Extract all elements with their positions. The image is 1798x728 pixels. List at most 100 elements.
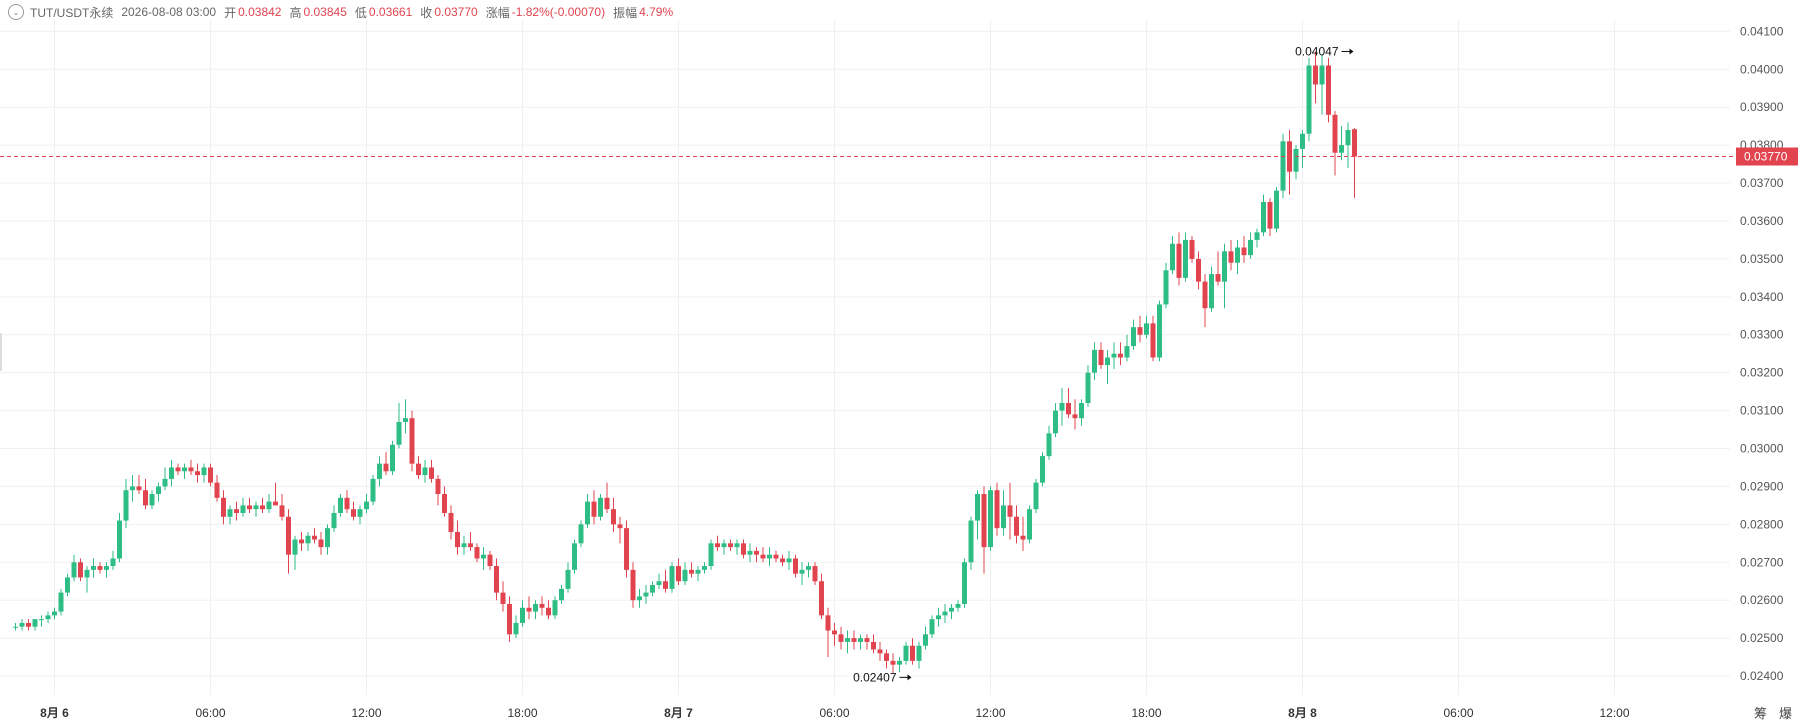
candle-body (331, 512, 337, 529)
candle-body (1209, 274, 1214, 309)
candle-body (1196, 258, 1201, 282)
candle (1124, 334, 1130, 362)
candle (416, 456, 421, 479)
candle (611, 497, 616, 532)
candle-body (247, 505, 252, 510)
candle-body (370, 478, 376, 502)
candle (156, 482, 161, 502)
candle (1215, 251, 1221, 286)
candle (949, 603, 954, 620)
candle-body (780, 558, 785, 563)
candle-body (234, 509, 239, 513)
candle-body (1189, 239, 1195, 259)
y-tick-label: 0.03700 (1740, 176, 1784, 190)
candle-body (1020, 535, 1026, 540)
y-tick-label: 0.03300 (1740, 328, 1784, 342)
y-tick-label: 0.03200 (1740, 366, 1784, 380)
candle (520, 600, 525, 627)
candle (1300, 129, 1305, 168)
candle (546, 600, 551, 620)
candle (403, 399, 408, 434)
candle-body (663, 581, 668, 589)
y-tick-label: 0.02500 (1740, 631, 1784, 645)
candle (221, 490, 226, 525)
candle-body (799, 569, 805, 574)
candle (1280, 133, 1286, 199)
candle-body (507, 603, 512, 635)
candle-body (182, 467, 187, 472)
candle-body (1293, 148, 1299, 172)
candle-body (149, 494, 155, 506)
candle-body (819, 581, 824, 616)
candle (760, 547, 766, 563)
candle (754, 547, 759, 563)
candle-body (435, 478, 441, 495)
candle-body (1163, 270, 1169, 305)
candle (1118, 342, 1123, 366)
candle-body (1131, 327, 1136, 347)
candle (474, 543, 480, 563)
candle (942, 603, 948, 623)
candle (58, 588, 64, 616)
x-axis[interactable]: 8月 6 06:00 12:00 18:00 8月 7 06:00 12:00 18:00 8月… (40, 706, 1630, 720)
x-tick-label: 8月 6 (40, 706, 69, 720)
candle-body (1118, 353, 1123, 358)
candle (897, 657, 902, 673)
candle (721, 539, 727, 555)
candle-body (585, 501, 590, 525)
resize-handle[interactable] (0, 333, 2, 371)
candle-body (123, 490, 129, 521)
close-label: 收 (420, 5, 433, 20)
candle-body (591, 501, 597, 517)
candle-body (747, 550, 753, 555)
candle (279, 494, 285, 521)
candle-body (1046, 433, 1052, 457)
candle (728, 539, 733, 551)
chip-distribution-button[interactable]: 筹 (1753, 706, 1767, 721)
y-axis[interactable]: 0.02400 0.02500 0.02600 0.02700 0.02800 0.029… (1736, 24, 1798, 683)
candle (1254, 228, 1260, 248)
candle (864, 634, 870, 650)
candle-body (539, 603, 545, 608)
candle (227, 505, 233, 525)
candle (572, 539, 577, 574)
y-tick-label: 0.03400 (1740, 290, 1784, 304)
x-tick-label: 8月 7 (664, 706, 693, 720)
candle (903, 641, 909, 665)
candle (1150, 315, 1156, 362)
y-tick-label: 0.02900 (1740, 479, 1784, 493)
candle-body (1007, 505, 1013, 517)
collapse-chevron-icon[interactable]: ⌄ (8, 4, 24, 20)
candle (617, 516, 623, 544)
candle (468, 531, 473, 551)
candle (461, 535, 467, 555)
open-value: 0.03842 (238, 5, 282, 19)
candle (1313, 51, 1318, 104)
liquidation-button[interactable]: 爆 (1778, 706, 1792, 721)
candle (585, 494, 590, 529)
candle (702, 562, 707, 574)
candle (143, 478, 148, 510)
candle (97, 562, 103, 574)
candle-body (253, 505, 259, 510)
candle-body (572, 543, 577, 570)
candle (169, 459, 174, 487)
candle-body (1176, 243, 1182, 278)
candle (182, 463, 187, 479)
candle-body (494, 566, 499, 593)
candle-body (884, 653, 889, 661)
x-tick-label: 18:00 (507, 706, 537, 720)
candle (819, 573, 824, 620)
candle (266, 494, 272, 513)
candle (1046, 425, 1052, 460)
candle (208, 463, 213, 487)
candle-body (929, 619, 935, 635)
candle (429, 459, 434, 483)
candle (1092, 342, 1097, 381)
candle-body (1306, 65, 1312, 134)
candle-body (773, 554, 779, 559)
candle (884, 649, 889, 669)
candle-body (715, 543, 720, 548)
candle (1020, 516, 1026, 551)
